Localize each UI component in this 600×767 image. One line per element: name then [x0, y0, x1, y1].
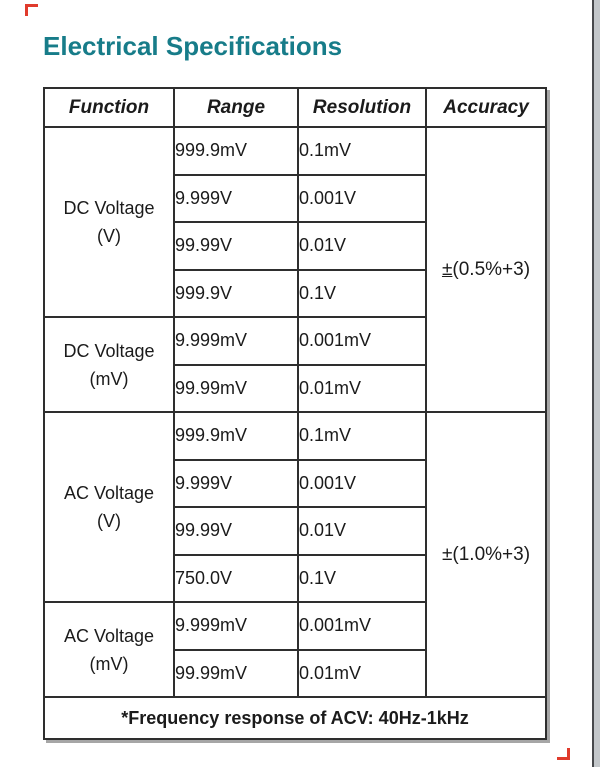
resolution-cell: 0.1mV	[297, 126, 427, 176]
table-row: AC Voltage (mV) 9.999mV 0.001mV	[43, 601, 546, 698]
resolution-cell: 0.1V	[297, 268, 427, 318]
table-row: 9.999V 0.001V	[44, 173, 546, 223]
function-cell: DC Voltage (mV)	[43, 316, 175, 413]
function-cell: AC Voltage (V)	[43, 411, 175, 603]
range-cell: 99.99V	[173, 506, 299, 556]
resolution-cell: 0.01V	[297, 506, 427, 556]
function-cell: AC Voltage (mV)	[43, 601, 175, 698]
page-edge	[592, 0, 600, 767]
table-row: DC Voltage (mV) 9.999mV 0.001mV	[43, 316, 546, 413]
table-row: 99.99mV 0.01mV	[44, 648, 546, 698]
resolution-cell: 0.001V	[297, 173, 427, 223]
function-label-line1: AC Voltage	[63, 625, 155, 646]
range-cell: 99.99V	[173, 221, 299, 271]
function-label-line2: (mV)	[89, 368, 129, 389]
range-cell: 99.99mV	[173, 363, 299, 413]
crop-corner-marker-bottom-right	[557, 748, 570, 760]
spec-table-body: DC Voltage (V) 999.9mV 0.1mV ±(0.5%+3) 9.999V…	[43, 126, 547, 740]
range-cell: 9.999V	[173, 173, 299, 223]
plus-minus-sign: ±	[441, 543, 453, 565]
accuracy-cell: ±(1.0%+3)	[425, 411, 547, 698]
plus-minus-sign: ±	[441, 258, 453, 280]
range-cell: 999.9mV	[173, 411, 299, 461]
function-label-line1: DC Voltage	[63, 198, 155, 218]
resolution-cell: 0.001V	[297, 458, 427, 508]
column-header-resolution: Resolution	[297, 87, 427, 128]
function-label-line2: (V)	[97, 226, 121, 246]
resolution-cell: 0.1V	[297, 553, 427, 603]
resolution-cell: 0.001mV	[297, 601, 427, 651]
spec-table: Function Range Resolution Accuracy DC Volta…	[43, 87, 547, 740]
specifications-table-container: Function Range Resolution Accuracy DC Volta…	[43, 87, 547, 740]
crop-corner-marker-top-left	[25, 4, 38, 16]
function-label-line2: (V)	[97, 511, 121, 531]
function-cell: DC Voltage (V)	[43, 126, 175, 318]
range-cell: 999.9mV	[173, 126, 299, 176]
resolution-cell: 0.001mV	[297, 316, 427, 366]
table-row: 99.99V 0.01V	[44, 506, 546, 556]
function-label-line1: DC Voltage	[63, 340, 155, 361]
footer-note-cell: *Frequency response of ACV: 40Hz-1kHz	[43, 696, 547, 740]
range-cell: 750.0V	[173, 553, 299, 603]
range-cell: 99.99mV	[173, 648, 299, 698]
range-cell: 9.999V	[173, 458, 299, 508]
resolution-cell: 0.1mV	[297, 411, 427, 461]
table-row: DC Voltage (V) 999.9mV 0.1mV ±(0.5%+3)	[43, 126, 547, 413]
table-row: 99.99V 0.01V	[44, 221, 546, 271]
table-row: AC Voltage (V) 999.9mV 0.1mV ±(1.0%+3)	[43, 411, 547, 698]
footer-row: *Frequency response of ACV: 40Hz-1kHz	[43, 696, 547, 740]
spec-table-header: Function Range Resolution Accuracy	[43, 87, 547, 128]
range-cell: 9.999mV	[173, 316, 299, 366]
accuracy-value: (0.5%+3)	[452, 258, 531, 280]
accuracy-cell: ±(0.5%+3)	[425, 126, 547, 413]
column-header-accuracy: Accuracy	[425, 87, 547, 128]
resolution-cell: 0.01mV	[297, 363, 427, 413]
column-header-function: Function	[43, 87, 175, 128]
function-label-line1: AC Voltage	[63, 483, 155, 503]
accuracy-value: (1.0%+3)	[452, 543, 531, 565]
range-cell: 9.999mV	[173, 601, 299, 651]
table-row: 750.0V 0.1V	[44, 553, 546, 603]
table-row: 99.99mV 0.01mV	[44, 363, 546, 413]
page-title: Electrical Specifications	[43, 31, 343, 61]
table-row: 9.999V 0.001V	[44, 458, 546, 508]
column-header-range: Range	[173, 87, 299, 128]
header-row: Function Range Resolution Accuracy	[43, 87, 547, 128]
resolution-cell: 0.01V	[297, 221, 427, 271]
resolution-cell: 0.01mV	[297, 648, 427, 698]
range-cell: 999.9V	[173, 268, 299, 318]
function-label-line2: (mV)	[89, 653, 129, 674]
table-row: 999.9V 0.1V	[44, 268, 546, 318]
